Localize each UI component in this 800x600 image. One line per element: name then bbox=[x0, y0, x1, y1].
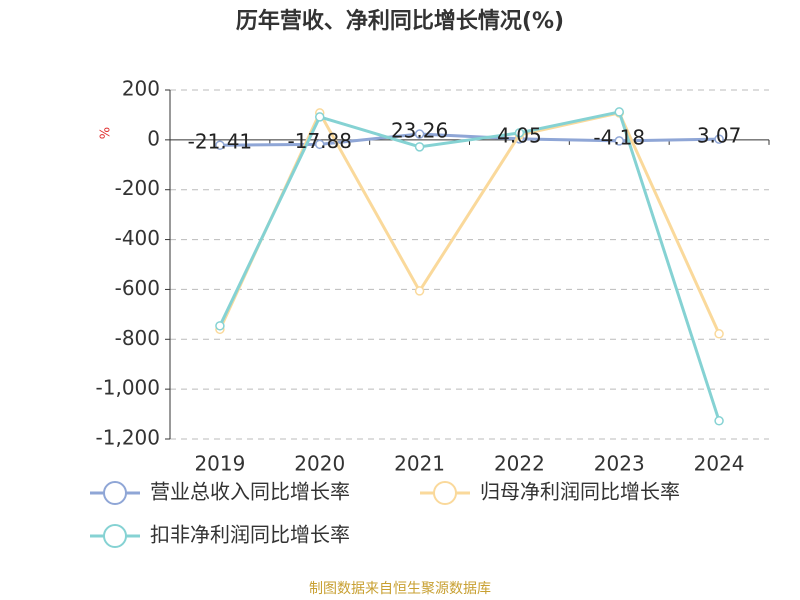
data-point bbox=[414, 286, 425, 296]
y-axis-label: % bbox=[99, 127, 114, 139]
data-point bbox=[414, 142, 425, 152]
y-tick-label: -800 bbox=[115, 326, 160, 350]
data-point bbox=[614, 136, 624, 146]
legend-marker bbox=[433, 481, 457, 505]
data-point bbox=[614, 107, 624, 117]
data-point bbox=[514, 128, 525, 138]
x-tick-label: 2024 bbox=[694, 452, 745, 476]
x-tick-label: 2022 bbox=[494, 452, 545, 476]
data-point bbox=[315, 112, 325, 122]
legend-label: 扣非净利润同比增长率 bbox=[150, 523, 350, 547]
legend-label: 归母净利润同比增长率 bbox=[480, 480, 680, 504]
x-tick-label: 2020 bbox=[294, 452, 345, 476]
x-tick-label: 2021 bbox=[394, 452, 445, 476]
data-point bbox=[215, 321, 225, 331]
y-tick-label: 0 bbox=[147, 126, 160, 150]
legend-label: 营业总收入同比增长率 bbox=[150, 480, 350, 504]
data-point bbox=[315, 139, 325, 150]
data-point bbox=[714, 329, 724, 339]
x-tick-label: 2019 bbox=[194, 452, 245, 476]
y-tick-label: -1,000 bbox=[96, 376, 160, 400]
y-tick-label: 200 bbox=[122, 77, 160, 101]
data-point bbox=[714, 416, 724, 426]
data-point bbox=[215, 140, 225, 150]
series-line bbox=[218, 110, 721, 422]
y-tick-label: -400 bbox=[115, 226, 160, 250]
chart-title: 历年营收、净利同比增长情况(%) bbox=[236, 8, 564, 34]
data-point bbox=[414, 129, 425, 139]
data-label: -4.18 bbox=[593, 125, 645, 149]
y-tick-label: -200 bbox=[115, 176, 160, 200]
data-label: 4.05 bbox=[497, 123, 542, 147]
data-label: -17.88 bbox=[288, 129, 352, 153]
legend-marker bbox=[103, 524, 127, 548]
x-tick-label: 2023 bbox=[594, 452, 645, 476]
data-label: 3.07 bbox=[697, 124, 742, 148]
data-label: 23.26 bbox=[391, 119, 448, 143]
data-point bbox=[714, 134, 724, 144]
y-tick-label: -600 bbox=[115, 276, 160, 300]
source-note: 制图数据来自恒生聚源数据库 bbox=[309, 581, 491, 597]
legend-marker bbox=[103, 481, 127, 505]
data-label: -21.41 bbox=[188, 130, 252, 154]
y-tick-label: -1,200 bbox=[96, 426, 160, 450]
series-line bbox=[219, 132, 720, 147]
